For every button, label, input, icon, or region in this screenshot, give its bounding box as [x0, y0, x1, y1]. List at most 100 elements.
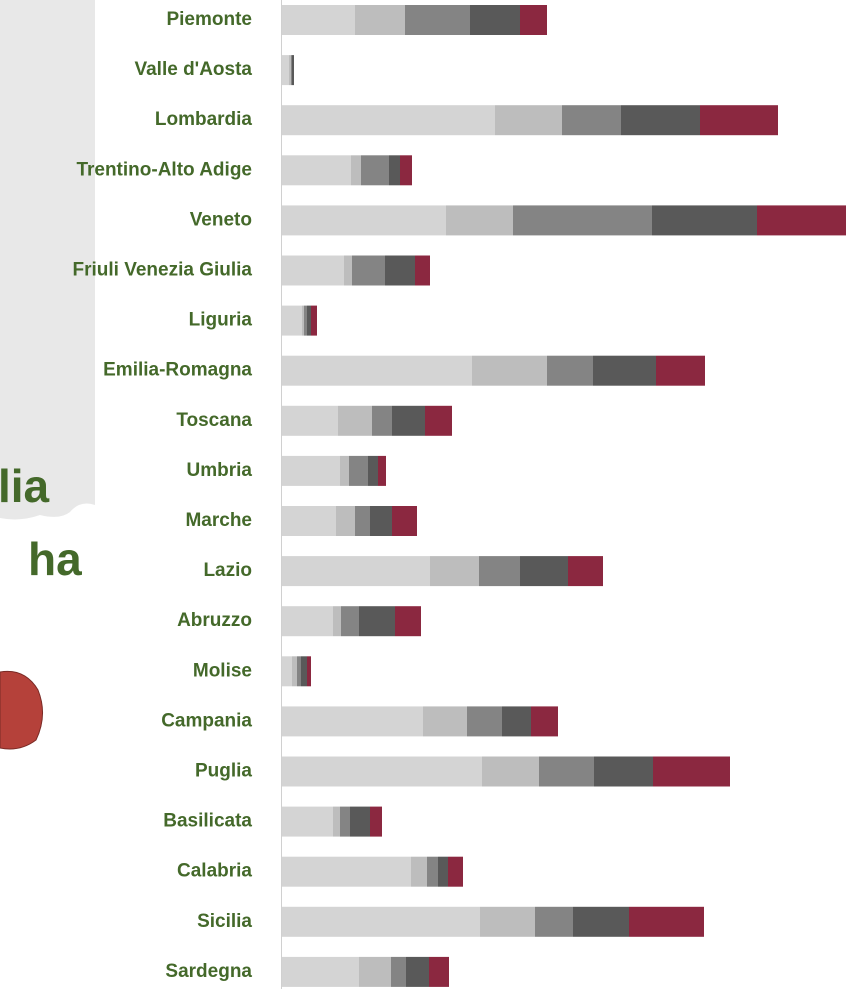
bar-segment	[446, 205, 513, 236]
bar-segment	[593, 355, 656, 386]
category-label: Friuli Venezia Giulia	[73, 260, 253, 281]
map-panel	[0, 0, 95, 520]
bar-segment	[368, 455, 378, 486]
bar-segment	[539, 756, 594, 787]
category-label: Liguria	[189, 310, 253, 331]
category-label: Valle d'Aosta	[134, 59, 252, 80]
bar-segment	[292, 656, 297, 687]
annotation: lia	[0, 460, 50, 512]
bar-segment	[621, 105, 700, 136]
category-label: Lazio	[203, 560, 252, 581]
bar-segment	[282, 355, 472, 386]
bar-segment	[282, 255, 344, 286]
bar-segment	[301, 656, 307, 687]
bar-segment	[547, 355, 593, 386]
bar-segment	[594, 756, 653, 787]
bar-segment	[568, 556, 603, 587]
bar-segment	[361, 155, 389, 186]
bar-segment	[282, 756, 482, 787]
category-label: Emilia-Romagna	[103, 360, 252, 381]
bar-segment	[531, 706, 558, 737]
bar-segment	[341, 606, 359, 637]
bar-segment	[573, 906, 629, 937]
bar-segment	[438, 856, 448, 887]
bar-segment	[282, 606, 333, 637]
bar-segment	[340, 806, 350, 837]
bar-segment	[389, 155, 400, 186]
bar-segment	[629, 906, 704, 937]
bar-segment	[336, 506, 355, 536]
bar-segment	[653, 756, 730, 787]
bar-segment	[405, 5, 470, 35]
bar-segment	[340, 455, 349, 486]
bar-segment	[392, 506, 417, 536]
category-label: Toscana	[176, 410, 252, 431]
category-label: Puglia	[195, 761, 252, 782]
bar-segment	[415, 255, 430, 286]
category-label: Marche	[185, 510, 252, 531]
bar-segment	[282, 556, 430, 587]
category-label: Umbria	[187, 460, 253, 481]
bar-segment	[282, 856, 411, 887]
bar-segment	[757, 205, 846, 236]
bar-segment	[289, 55, 291, 86]
bar-segment	[470, 5, 520, 35]
bar-segment	[480, 906, 535, 937]
bar-segment	[355, 5, 405, 35]
bar-segment	[502, 706, 531, 737]
bar-segment	[406, 956, 429, 987]
bar-segment	[352, 255, 385, 286]
bar-segment	[304, 305, 307, 336]
bar-segment	[429, 956, 449, 987]
bar-segment	[359, 606, 395, 637]
bar-segment	[482, 756, 539, 787]
bar-segment	[338, 405, 372, 436]
bar-segment	[425, 405, 452, 436]
bar-segment	[411, 856, 427, 887]
bar-segment	[282, 5, 355, 35]
bar-segment	[349, 455, 368, 486]
category-label: Lombardia	[155, 109, 253, 130]
bar-segment	[282, 956, 359, 987]
bar-segment	[385, 255, 415, 286]
bar-segment	[535, 906, 573, 937]
category-label: Basilicata	[163, 811, 252, 832]
category-label: Molise	[193, 660, 252, 681]
bar-segment	[372, 405, 392, 436]
bar-segment	[292, 55, 294, 86]
category-label: Calabria	[177, 861, 252, 882]
bar-segment	[423, 706, 467, 737]
bar-segment	[307, 305, 311, 336]
bar-segment	[297, 656, 301, 687]
bar-segment	[307, 656, 311, 687]
category-label: Sicilia	[197, 911, 252, 932]
bar-segment	[282, 205, 446, 236]
bar-segment	[282, 656, 292, 687]
bar-segment	[333, 606, 341, 637]
bar-segment	[291, 55, 292, 86]
category-label: Campania	[161, 710, 252, 731]
annotation: ha	[28, 533, 82, 585]
bar-segment	[282, 105, 495, 136]
map-fragment	[0, 670, 43, 750]
category-label: Trentino-Alto Adige	[76, 159, 252, 180]
category-label: Veneto	[190, 209, 252, 230]
bar-segment	[562, 105, 621, 136]
bar-segment	[282, 405, 338, 436]
bar-segment	[282, 906, 480, 937]
bar-segment	[350, 806, 370, 837]
bar-segment	[351, 155, 361, 186]
bar-segment	[344, 255, 352, 286]
bar-segment	[652, 205, 757, 236]
bar-segment	[479, 556, 520, 587]
bar-segment	[513, 205, 652, 236]
bar-segment	[400, 155, 412, 186]
bar-segment	[392, 405, 425, 436]
bar-segment	[495, 105, 562, 136]
category-label: Abruzzo	[177, 610, 252, 631]
bar-segment	[700, 105, 778, 136]
bar-segment	[472, 355, 547, 386]
bar-segment	[430, 556, 479, 587]
bar-segment	[282, 155, 351, 186]
